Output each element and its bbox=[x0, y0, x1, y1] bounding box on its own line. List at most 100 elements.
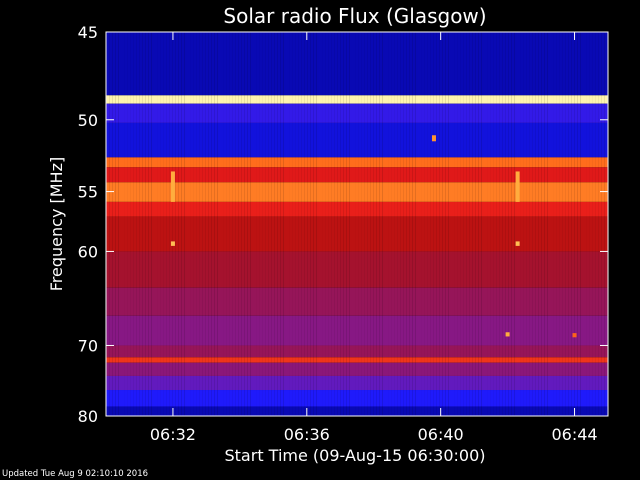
texture-stripe bbox=[118, 32, 119, 416]
texture-stripe bbox=[466, 32, 467, 416]
texture-stripe bbox=[238, 32, 239, 416]
texture-stripe bbox=[481, 32, 482, 416]
texture-stripe bbox=[382, 32, 383, 416]
texture-stripe bbox=[442, 32, 443, 416]
texture-stripe bbox=[487, 32, 488, 416]
texture-stripe bbox=[400, 32, 401, 416]
texture-stripe bbox=[160, 32, 161, 416]
texture-stripe bbox=[448, 32, 449, 416]
texture-stripe bbox=[250, 32, 251, 416]
band-3 bbox=[106, 122, 608, 158]
texture-stripe bbox=[604, 32, 605, 416]
burst-0 bbox=[170, 171, 175, 202]
texture-stripe bbox=[535, 32, 536, 416]
texture-stripe bbox=[355, 32, 356, 416]
band-4 bbox=[106, 157, 608, 168]
y-tick-label: 60 bbox=[78, 242, 98, 261]
texture-stripe bbox=[334, 32, 335, 416]
band-12 bbox=[106, 345, 608, 358]
texture-stripe bbox=[109, 32, 110, 416]
texture-stripe bbox=[358, 32, 359, 416]
texture-stripe bbox=[475, 32, 476, 416]
texture-stripe bbox=[580, 32, 581, 416]
texture-stripe bbox=[226, 32, 227, 416]
band-1 bbox=[106, 95, 608, 104]
texture-stripe bbox=[538, 32, 539, 416]
texture-stripe bbox=[205, 32, 206, 416]
texture-stripe bbox=[169, 32, 170, 416]
band-15 bbox=[106, 375, 608, 391]
texture-stripe bbox=[529, 32, 530, 416]
texture-stripe bbox=[490, 32, 491, 416]
band-5 bbox=[106, 167, 608, 183]
texture-stripe bbox=[421, 32, 422, 416]
texture-stripe bbox=[112, 32, 113, 416]
texture-stripe bbox=[541, 32, 542, 416]
texture-stripe bbox=[316, 32, 317, 416]
texture-stripe bbox=[343, 32, 344, 416]
band-6 bbox=[106, 182, 608, 202]
texture-stripe bbox=[406, 32, 407, 416]
texture-stripe bbox=[508, 32, 509, 416]
texture-stripe bbox=[403, 32, 404, 416]
texture-stripe bbox=[361, 32, 362, 416]
texture-stripe bbox=[163, 32, 164, 416]
texture-stripe bbox=[559, 32, 560, 416]
texture-stripe bbox=[526, 32, 527, 416]
texture-stripe bbox=[142, 32, 143, 416]
texture-stripe bbox=[565, 32, 566, 416]
texture-stripe bbox=[229, 32, 230, 416]
texture-stripe bbox=[268, 32, 269, 416]
texture-stripe bbox=[562, 32, 563, 416]
texture-stripe bbox=[568, 32, 569, 416]
texture-stripe bbox=[301, 32, 302, 416]
texture-stripe bbox=[262, 32, 263, 416]
texture-stripe bbox=[280, 32, 281, 416]
texture-stripe bbox=[244, 32, 245, 416]
texture-stripe bbox=[499, 32, 500, 416]
texture-stripe bbox=[463, 32, 464, 416]
burst-1 bbox=[170, 241, 175, 246]
texture-stripe bbox=[589, 32, 590, 416]
texture-stripe bbox=[136, 32, 137, 416]
texture-stripe bbox=[586, 32, 587, 416]
texture-stripe bbox=[391, 32, 392, 416]
texture-stripe bbox=[547, 32, 548, 416]
texture-stripe bbox=[574, 32, 575, 416]
texture-stripe bbox=[457, 32, 458, 416]
time-texture bbox=[106, 32, 608, 416]
texture-stripe bbox=[505, 32, 506, 416]
texture-stripe bbox=[265, 32, 266, 416]
texture-stripe bbox=[553, 32, 554, 416]
texture-stripe bbox=[310, 32, 311, 416]
texture-stripe bbox=[289, 32, 290, 416]
x-tick-label: 06:36 bbox=[284, 425, 330, 444]
texture-stripe bbox=[292, 32, 293, 416]
texture-stripe bbox=[439, 32, 440, 416]
texture-stripe bbox=[235, 32, 236, 416]
texture-stripe bbox=[130, 32, 131, 416]
texture-stripe bbox=[454, 32, 455, 416]
y-tick-label: 80 bbox=[78, 407, 98, 426]
texture-stripe bbox=[415, 32, 416, 416]
texture-stripe bbox=[430, 32, 431, 416]
texture-stripe bbox=[145, 32, 146, 416]
texture-stripe bbox=[556, 32, 557, 416]
texture-stripe bbox=[193, 32, 194, 416]
band-8 bbox=[106, 216, 608, 252]
texture-stripe bbox=[433, 32, 434, 416]
texture-stripe bbox=[427, 32, 428, 416]
x-tick-label: 06:44 bbox=[551, 425, 597, 444]
texture-stripe bbox=[295, 32, 296, 416]
texture-stripe bbox=[196, 32, 197, 416]
x-tick-label: 06:40 bbox=[418, 425, 464, 444]
band-13 bbox=[106, 357, 608, 363]
texture-stripe bbox=[337, 32, 338, 416]
texture-stripe bbox=[199, 32, 200, 416]
texture-stripe bbox=[424, 32, 425, 416]
y-tick-label: 70 bbox=[78, 336, 98, 355]
texture-stripe bbox=[445, 32, 446, 416]
texture-stripe bbox=[397, 32, 398, 416]
texture-stripe bbox=[247, 32, 248, 416]
texture-stripe bbox=[601, 32, 602, 416]
